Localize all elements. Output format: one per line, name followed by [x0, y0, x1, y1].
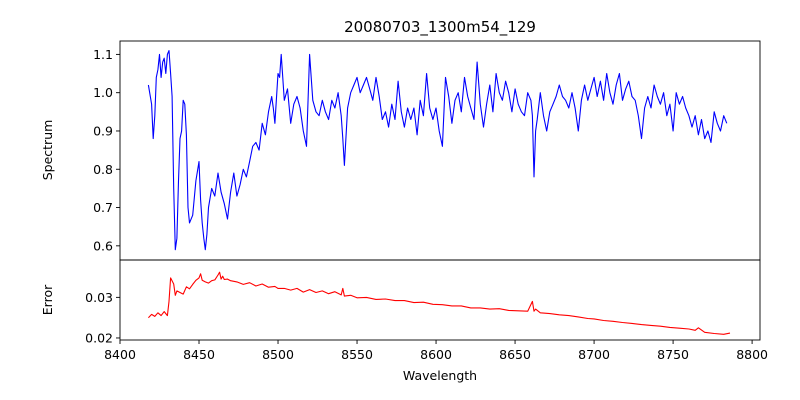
spectrum-y-tick-label: 1.1: [93, 47, 113, 62]
x-tick-label: 8650: [499, 347, 531, 362]
x-tick-label: 8700: [578, 347, 610, 362]
error-axes-frame: [119, 259, 761, 341]
error-series-line: [148, 271, 731, 335]
spectrum-y-tick-label: 1.0: [93, 85, 113, 100]
x-tick-label: 8800: [736, 347, 768, 362]
x-tick-label: 8500: [262, 347, 294, 362]
x-tick-label: 8400: [104, 347, 136, 362]
x-tick-label: 8550: [341, 347, 373, 362]
spectrum-series-line: [147, 50, 728, 251]
x-tick-label: 8600: [420, 347, 452, 362]
spectrum-y-tick-label: 0.8: [93, 162, 113, 177]
error-y-tick-label: 0.03: [85, 290, 113, 305]
error-plot-area: [120, 260, 760, 340]
x-tick-label: 8450: [183, 347, 215, 362]
spectrum-plot-area: [120, 41, 760, 260]
chart-title: 20080703_1300m54_129: [344, 18, 536, 37]
spectrum-y-axis-label: Spectrum: [40, 120, 55, 181]
spectrum-y-tick-label: 0.9: [93, 123, 113, 138]
spectrum-y-tick-label: 0.7: [93, 200, 113, 215]
error-y-tick-label: 0.02: [85, 330, 113, 345]
spectrum-y-tick-label: 0.6: [93, 238, 113, 253]
x-axis-label: Wavelength: [403, 368, 477, 383]
error-y-axis-label: Error: [40, 284, 55, 315]
x-tick-label: 8750: [657, 347, 689, 362]
